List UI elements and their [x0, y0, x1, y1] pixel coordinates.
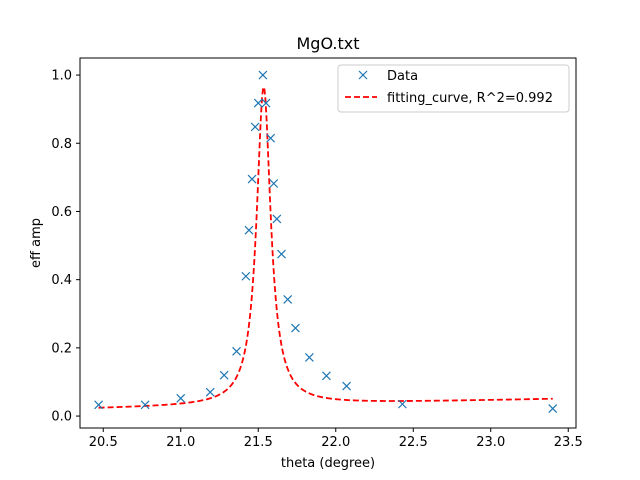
data-point — [269, 179, 279, 188]
x-tick-label: 20.5 — [89, 435, 118, 450]
data-point — [277, 249, 286, 259]
legend-box — [337, 64, 570, 113]
data-point — [342, 381, 352, 391]
legend-fit-label: fitting_curve, R^2=0.992 — [387, 91, 553, 106]
data-point — [219, 370, 229, 380]
x-tick-label: 23.5 — [554, 435, 583, 450]
axis-ticks: 20.5 21.0 21.5 22.0 22.5 23.0 23.5 0.0 0.2 0.4 0.6… — [51, 69, 582, 450]
data-point — [241, 271, 251, 281]
data-point — [140, 400, 150, 410]
data-point — [322, 371, 331, 381]
y-axis-label: eff amp — [29, 218, 44, 268]
legend: Data fitting_curve, R^2=0.992 — [337, 64, 570, 113]
data-point — [291, 323, 300, 333]
data-point — [247, 174, 257, 184]
y-tick-label: 1.0 — [51, 69, 72, 84]
y-tick-label: 0.8 — [51, 137, 72, 152]
legend-data-label: Data — [387, 69, 418, 84]
y-tick-label: 0.0 — [51, 410, 72, 425]
y-tick-label: 0.2 — [51, 341, 72, 356]
data-point — [232, 346, 241, 356]
plot-area — [94, 70, 558, 413]
fitting-curve-line — [98, 85, 553, 409]
x-tick-label: 21.0 — [166, 435, 195, 450]
legend-data-marker — [358, 70, 368, 80]
data-point — [261, 98, 271, 108]
x-tick-label: 22.0 — [321, 435, 350, 450]
data-point — [205, 387, 215, 397]
data-point — [283, 295, 293, 304]
axes-frame — [79, 57, 577, 429]
data-point — [250, 122, 260, 132]
data-point — [548, 404, 558, 413]
data-point — [304, 352, 314, 362]
y-tick-label: 0.6 — [51, 205, 72, 220]
x-tick-label: 21.5 — [244, 435, 273, 450]
y-tick-label: 0.4 — [51, 273, 72, 288]
data-point — [253, 98, 263, 108]
chart-title: MgO.txt — [296, 34, 359, 53]
x-tick-label: 23.0 — [476, 435, 505, 450]
x-tick-label: 22.5 — [399, 435, 428, 450]
data-point — [272, 214, 282, 224]
data-point — [397, 399, 407, 409]
data-point — [244, 225, 254, 235]
data-point — [176, 393, 186, 403]
data-point — [94, 400, 104, 410]
data-point — [266, 133, 276, 143]
data-point — [258, 70, 268, 80]
x-axis-label: theta (degree) — [281, 456, 375, 471]
